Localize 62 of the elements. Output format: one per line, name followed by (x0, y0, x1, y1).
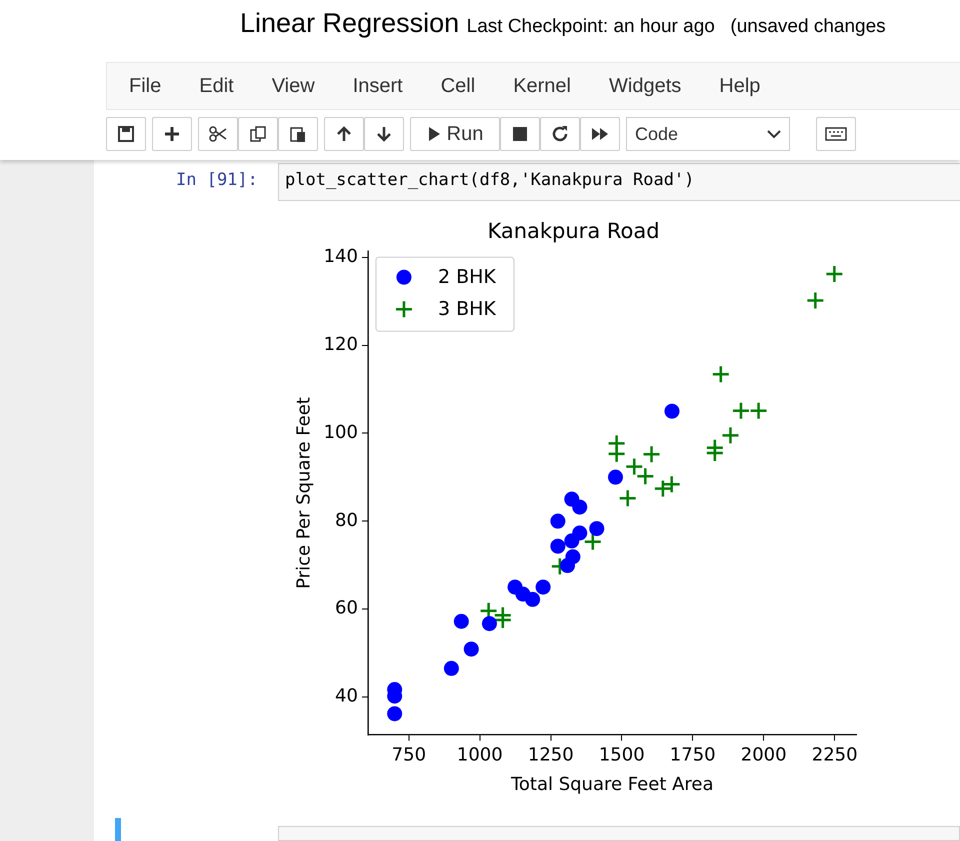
point (662, 474, 681, 494)
point (572, 500, 588, 515)
point (721, 426, 740, 445)
y-tick-label: 100 (324, 422, 358, 443)
text: Last Checkpoint: an hour ago (466, 16, 715, 37)
point (444, 660, 459, 676)
point (536, 580, 551, 595)
point (654, 479, 672, 498)
point (454, 614, 469, 629)
text: Insert (352, 74, 403, 98)
point (560, 558, 576, 574)
point (607, 444, 626, 464)
point (550, 538, 566, 554)
text: (unsaved changes (730, 16, 886, 37)
point (749, 402, 768, 420)
point (712, 365, 730, 384)
point (482, 616, 497, 632)
point (525, 592, 540, 607)
text: Widgets (609, 74, 682, 98)
y-tick-label: 140 (324, 246, 358, 268)
point (494, 610, 512, 630)
x-tick-label: 750 (392, 744, 426, 766)
point (825, 264, 844, 284)
x-tick-label: 2250 (812, 744, 858, 766)
point (464, 642, 479, 657)
y-tick-label: 80 (335, 510, 358, 531)
legend-label: 3 BHK (438, 298, 496, 320)
point (584, 532, 602, 552)
text: Code (635, 124, 678, 144)
x-tick-label: 1250 (528, 744, 574, 766)
point (550, 514, 566, 529)
point (664, 404, 680, 419)
x-tick-label: 1000 (456, 744, 503, 766)
point (564, 533, 580, 548)
x-tick-label: 1750 (670, 744, 716, 766)
x-tick-label: 1500 (598, 744, 645, 766)
point (642, 445, 661, 464)
y-axis-title: Price Per Square Feet (293, 397, 314, 589)
text: plot_scatter_chart(df8,'Kanakpura Road') (278, 163, 960, 201)
point (806, 291, 825, 310)
point (387, 706, 402, 722)
text: File (129, 74, 162, 98)
legend-label: 2 BHK (438, 266, 496, 288)
text: Run (446, 122, 484, 146)
text: View (272, 74, 315, 98)
point (589, 521, 604, 536)
point (608, 470, 623, 485)
text: Help (719, 74, 760, 98)
text: Cell (440, 74, 476, 98)
point (618, 489, 637, 508)
x-axis-title: Total Square Feet Area (510, 774, 714, 795)
text: Edit (199, 74, 234, 98)
text: Kernel (513, 74, 571, 98)
y-tick-label: 40 (335, 686, 358, 707)
x-tick-label: 2000 (740, 744, 787, 766)
y-tick-label: 120 (324, 334, 358, 355)
y-tick-label: 60 (335, 598, 358, 619)
point (732, 402, 750, 420)
text: Linear Regression (240, 8, 460, 38)
chart-title: Kanakpura Road (487, 219, 660, 244)
text: In [91]: (176, 170, 258, 190)
point (706, 444, 724, 462)
